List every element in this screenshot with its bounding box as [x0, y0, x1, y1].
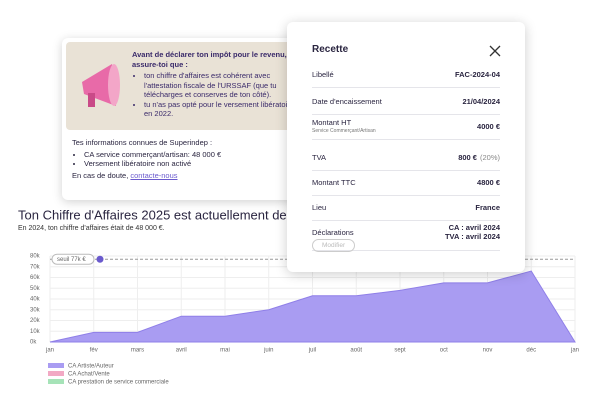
- chart-title: Ton Chiffre d'Affaires 2025 est actuelle…: [18, 207, 287, 222]
- y-tick-label: 10k: [30, 329, 41, 335]
- y-tick-label: 20k: [30, 318, 41, 324]
- row-value: 4800 €: [477, 178, 500, 187]
- known-title: Tes informations connues de Superindep :: [72, 138, 213, 147]
- tip-check: tu n'as pas opté pour le versement libér…: [144, 100, 302, 119]
- threshold-badge: [51, 253, 95, 265]
- modal-row: Montant HT Service Commerçant/Artisan 4000…: [312, 114, 500, 140]
- row-label: Date d'encaissement: [312, 97, 382, 106]
- legend-label: CA prestation de service commerciale: [68, 380, 169, 386]
- megaphone-icon: [82, 64, 120, 107]
- tip-popup: Avant de déclarer ton impôt pour le reve…: [62, 38, 305, 200]
- tip-header: Avant de déclarer ton impôt pour le reve…: [66, 42, 301, 130]
- tva-rate: (20%): [479, 153, 500, 162]
- x-tick-label: nov: [483, 348, 493, 354]
- row-value: 21/04/2024: [462, 97, 500, 106]
- chart-subtitle: En 2024, ton chiffre d'affaires était de…: [18, 225, 165, 232]
- row-label: Libellé: [312, 70, 334, 79]
- threshold-label: seuil 77k €: [57, 257, 86, 263]
- doubt-text: En cas de doute,: [72, 170, 129, 180]
- modal-row: Lieu France: [312, 195, 500, 221]
- row-label: Déclarations: [312, 228, 354, 237]
- row-label: TVA: [312, 153, 327, 162]
- y-tick-label: 70k: [30, 264, 41, 270]
- row-label: Lieu: [312, 203, 327, 212]
- area: [49, 270, 576, 343]
- known-item: CA service commerçant/artisan: 48 000 €: [84, 150, 295, 160]
- row-value: FAC-2024-04: [454, 70, 500, 79]
- modal-row: Montant TTC 4800 €: [312, 170, 500, 196]
- row-value: CA : avril 2024 TVA : avril 2024: [444, 223, 500, 241]
- legend-label: CA Artiste/Auteur: [68, 364, 114, 370]
- row-label: Montant TTC: [312, 178, 356, 187]
- contact-link[interactable]: contacte-nous: [130, 170, 178, 180]
- x-tick-label: avril: [176, 348, 187, 354]
- x-tick-label: mars: [131, 348, 144, 354]
- modal-row: Date d'encaissement 21/04/2024: [312, 89, 500, 115]
- x-tick-label: déc: [526, 348, 536, 354]
- y-tick-label: 60k: [30, 275, 41, 281]
- y-tick-label: 40k: [30, 297, 41, 303]
- amount-note: Service Commerçant/Artisan: [312, 128, 376, 134]
- x-tick-label: jan: [570, 348, 579, 354]
- row-value: 800 € (20%): [458, 153, 500, 162]
- x-tick-label: mai: [220, 348, 230, 354]
- modal-row: Déclarations CA : avril 2024 TVA : avril 2…: [312, 220, 500, 251]
- modal-title: Recette: [312, 44, 349, 55]
- x-tick-label: sept: [394, 348, 406, 354]
- legend-label: CA Achat/Vente: [68, 372, 110, 378]
- modal: Recette Libellé FAC-2024-04 Date d'encaiss…: [287, 22, 525, 272]
- legend-swatch: [48, 379, 64, 384]
- tip-check: ton chiffre d'affaires est cohérent avec…: [144, 71, 302, 100]
- modal-row: TVA 800 € (20%): [312, 145, 500, 171]
- known-item: Versement libératoire non activé: [84, 159, 295, 169]
- y-tick-label: 50k: [30, 286, 41, 292]
- y-tick-label: 30k: [30, 307, 41, 313]
- declaration-tva: TVA : avril 2024: [444, 232, 500, 241]
- y-tick-label: 80k: [30, 254, 41, 260]
- x-tick-label: juin: [263, 348, 273, 354]
- row-value: France: [475, 203, 500, 212]
- x-tick-label: jan: [45, 348, 54, 354]
- x-tick-label: oct: [440, 348, 448, 354]
- info-icon: [96, 255, 104, 263]
- row-value: 4000 €: [477, 122, 500, 131]
- x-tick-label: fév: [90, 348, 98, 354]
- row-label: Montant HT Service Commerçant/Artisan: [312, 118, 376, 134]
- modal-row: Libellé FAC-2024-04: [312, 62, 500, 88]
- legend-swatch: [48, 371, 64, 376]
- legend-swatch: [48, 363, 64, 368]
- tip-intro: Avant de déclarer ton impôt pour le reve…: [132, 50, 287, 69]
- edit-button[interactable]: Modifier: [312, 239, 356, 252]
- y-tick-label: 0k: [30, 340, 37, 346]
- x-tick-label: août: [350, 348, 362, 354]
- close-button[interactable]: [489, 45, 501, 57]
- x-tick-label: juil: [308, 348, 316, 354]
